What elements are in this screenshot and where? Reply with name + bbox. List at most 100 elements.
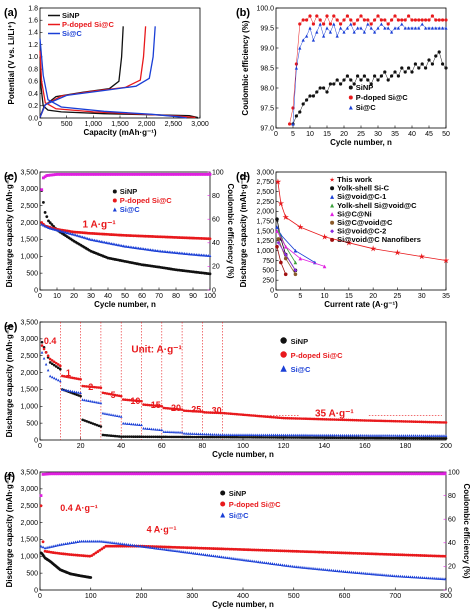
data-point — [172, 430, 176, 434]
data-point — [195, 432, 198, 436]
data-point — [84, 472, 88, 476]
data-point — [313, 472, 317, 476]
rate-label: 35 A·g⁻¹ — [315, 408, 354, 419]
data-point — [238, 557, 242, 561]
data-point — [437, 26, 441, 30]
data-point — [195, 253, 198, 256]
data-point — [284, 416, 287, 420]
y-tick-label: 2,750 — [256, 179, 274, 186]
data-point — [174, 407, 178, 411]
data-point — [85, 385, 88, 388]
data-point — [47, 545, 51, 549]
data-point — [158, 404, 162, 408]
x-tick-label: 0 — [274, 131, 278, 138]
data-point — [184, 252, 188, 255]
data-point — [442, 434, 446, 437]
data-point — [249, 414, 253, 417]
data-point — [298, 417, 302, 420]
data-point — [386, 22, 390, 26]
data-point — [332, 22, 336, 26]
data-point — [323, 550, 327, 554]
data-point — [315, 30, 319, 34]
data-point — [345, 433, 348, 437]
data-point — [420, 22, 424, 26]
data-point — [430, 26, 434, 30]
data-point — [420, 18, 424, 22]
y-tick-label: 98.5 — [260, 65, 274, 72]
data-point — [440, 434, 444, 437]
data-point — [297, 472, 301, 476]
panel-d: 0 5 10 15 20 25 30 3502505007501,0001,2501,5001… — [236, 169, 450, 309]
data-point — [125, 172, 129, 176]
data-point — [266, 548, 270, 552]
data-point — [199, 546, 203, 550]
data-point — [212, 547, 215, 550]
data-point — [150, 427, 153, 431]
legend-entry: Si@void@C-2 — [337, 227, 386, 236]
data-point — [245, 435, 249, 439]
data-point — [237, 435, 241, 439]
data-point — [295, 472, 299, 476]
x-tick-label: 30 — [374, 131, 382, 138]
data-point — [237, 413, 241, 416]
data-point — [66, 552, 69, 556]
data-point — [369, 419, 373, 422]
data-point — [73, 390, 76, 393]
data-point — [230, 472, 234, 476]
data-point — [426, 434, 430, 437]
data-point — [377, 434, 381, 437]
data-point — [344, 472, 347, 476]
data-point — [328, 82, 332, 86]
data-point — [443, 577, 447, 581]
data-point — [50, 375, 54, 379]
data-point — [193, 172, 197, 176]
data-point — [345, 436, 348, 440]
data-point — [420, 436, 423, 440]
data-point — [326, 418, 330, 421]
data-point — [355, 418, 358, 422]
legend-marker — [112, 207, 117, 212]
data-point — [130, 543, 134, 547]
data-point — [318, 436, 322, 439]
data-point — [153, 472, 157, 476]
data-point — [70, 541, 73, 545]
data-point — [242, 558, 246, 562]
data-point — [324, 418, 328, 421]
data-point — [137, 472, 140, 476]
data-point — [349, 22, 353, 26]
data-point — [386, 573, 390, 577]
data-point — [294, 436, 298, 439]
data-point — [146, 403, 149, 407]
y-axis-label: Potential (V vs. Li/Li⁺) — [7, 21, 16, 104]
data-point — [49, 545, 53, 548]
data-point — [130, 435, 133, 438]
data-point — [176, 407, 180, 411]
data-point — [96, 539, 100, 543]
data-point — [379, 74, 383, 78]
annotation-rate: 4 A·g⁻¹ — [147, 525, 177, 535]
data-point — [130, 398, 133, 402]
data-point — [191, 546, 195, 550]
data-point — [370, 472, 374, 476]
series-group — [288, 14, 448, 126]
data-point — [69, 172, 72, 176]
data-point — [174, 251, 178, 254]
data-point — [283, 252, 288, 257]
data-point — [176, 435, 180, 439]
data-point — [362, 74, 366, 78]
data-point — [109, 413, 113, 416]
data-point — [368, 472, 372, 476]
data-point — [398, 574, 402, 578]
data-point — [311, 22, 315, 26]
data-point — [298, 436, 302, 439]
data-point — [396, 574, 400, 578]
data-point — [228, 547, 232, 551]
data-point — [427, 26, 431, 30]
data-point — [228, 556, 232, 560]
data-point — [307, 566, 311, 570]
data-point — [164, 250, 168, 253]
data-point — [279, 472, 282, 476]
data-point — [41, 540, 45, 544]
data-point — [99, 425, 103, 428]
data-point — [434, 420, 438, 424]
